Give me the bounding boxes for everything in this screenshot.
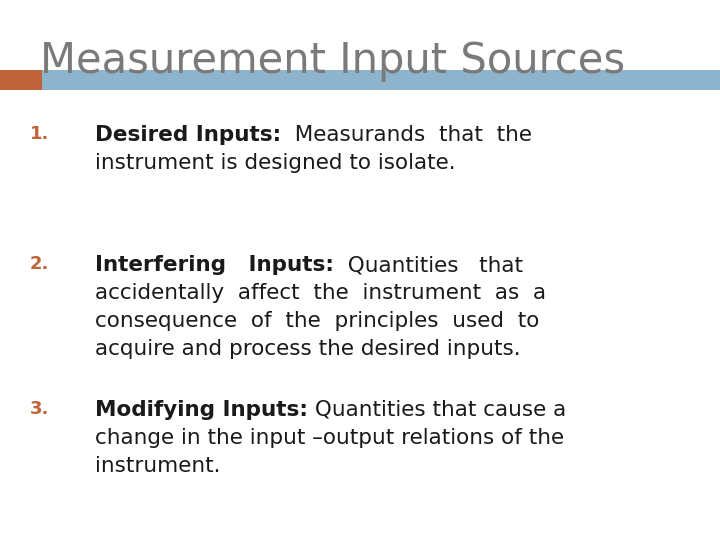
Bar (0, 70, 42, 90)
Text: consequence  of  the  principles  used  to: consequence of the principles used to (95, 311, 539, 331)
Bar (42, 70, 720, 90)
Text: Quantities   that: Quantities that (334, 255, 523, 275)
Text: accidentally  affect  the  instrument  as  a: accidentally affect the instrument as a (95, 283, 546, 303)
Text: Measurands  that  the: Measurands that the (281, 125, 532, 145)
Text: instrument is designed to isolate.: instrument is designed to isolate. (95, 153, 456, 173)
Text: 3.: 3. (30, 400, 50, 418)
Text: Quantities that cause a: Quantities that cause a (308, 400, 566, 420)
Text: 1.: 1. (30, 125, 50, 143)
Text: instrument.: instrument. (95, 456, 220, 476)
Text: change in the input –output relations of the: change in the input –output relations of… (95, 428, 564, 448)
Text: Measurement Input Sources: Measurement Input Sources (40, 40, 625, 82)
Text: Interfering   Inputs:: Interfering Inputs: (95, 255, 334, 275)
Text: Modifying Inputs:: Modifying Inputs: (95, 400, 308, 420)
Text: 2.: 2. (30, 255, 50, 273)
Text: Desired Inputs:: Desired Inputs: (95, 125, 281, 145)
Text: acquire and process the desired inputs.: acquire and process the desired inputs. (95, 339, 521, 359)
